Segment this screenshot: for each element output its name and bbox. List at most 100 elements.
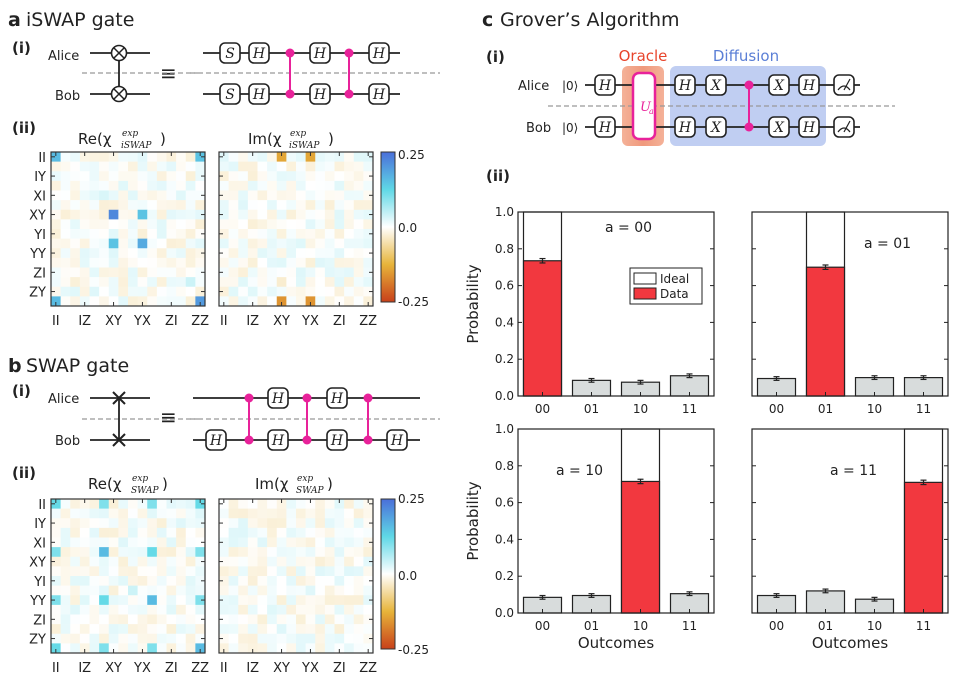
heatmap-cell — [166, 547, 177, 558]
heatmap-xtick-label: IZ — [246, 661, 259, 676]
heatmap-cell — [147, 556, 158, 567]
heatmap-cell — [219, 200, 229, 211]
heatmap-cell — [108, 614, 119, 625]
heatmap-cell — [344, 556, 355, 567]
heatmap-cell — [147, 171, 158, 182]
heatmap-cell — [166, 286, 177, 297]
heatmap-cell — [185, 152, 196, 162]
heatmap-cell — [60, 633, 71, 644]
heatmap-cell — [176, 286, 187, 297]
heatmap-cell — [276, 566, 287, 577]
heatmap-cell — [137, 229, 148, 239]
heatmap-cell — [51, 518, 61, 529]
heatmap-cell — [344, 286, 355, 297]
heatmap-re-swap: II IY XI XY YI YY ZI ZY II IZ XY YX ZI ZZ — [29, 498, 209, 676]
heatmap-cell — [247, 277, 258, 288]
heatmap-cell — [60, 547, 71, 558]
heatmap-cell — [257, 499, 268, 509]
h-gate-label: H — [678, 120, 692, 136]
heatmap-cell — [296, 537, 306, 548]
heatmap-cell — [166, 527, 177, 538]
heatmap-cell — [166, 604, 177, 615]
heatmap-cell — [238, 209, 249, 220]
legend-data-swatch — [633, 287, 657, 300]
heatmap-cell — [238, 190, 249, 201]
heatmap-cell — [296, 643, 306, 654]
heatmap-cell — [185, 286, 196, 297]
heatmap-cell — [344, 248, 355, 259]
heatmap-re-iswap: II IY XI XY YI YY ZI ZY II IZ XY YX ZI ZZ — [29, 151, 209, 329]
heatmap-cell — [79, 257, 90, 268]
heatmap-cell — [89, 296, 100, 307]
heatmap-cell — [156, 248, 167, 259]
heatmap-cell — [363, 277, 374, 288]
heatmap-cell — [257, 585, 268, 596]
heatmap-cell — [305, 537, 316, 548]
heatmap-cell — [344, 518, 355, 529]
heatmap-cell — [137, 296, 148, 307]
heatmap-cell — [305, 614, 316, 625]
heatmap-cell — [70, 547, 81, 558]
heatmap-cell — [147, 633, 158, 644]
heatmap-cell — [79, 585, 90, 596]
heatmap-cell — [166, 585, 177, 596]
heatmap-cell — [176, 248, 187, 259]
colorbar-a-bottom: -0.25 — [398, 295, 429, 309]
heatmap-cell — [118, 576, 129, 586]
h-gate-box — [594, 74, 616, 96]
heatmap-cell — [176, 614, 187, 625]
heatmap-cell — [137, 171, 148, 182]
heatmap-cell — [353, 200, 364, 211]
heatmap-cell — [315, 643, 326, 654]
y-tick-label: 0.6 — [495, 496, 514, 510]
heatmap-cell — [99, 238, 110, 249]
heatmap-cell — [315, 229, 326, 239]
heatmap-cell — [257, 200, 268, 211]
heatmap-cell — [137, 527, 148, 538]
heatmap-cell — [267, 614, 278, 625]
heatmap-cell — [286, 595, 297, 606]
heatmap-cell — [176, 238, 187, 249]
heatmap-cell — [238, 248, 249, 259]
heatmap-cell — [363, 566, 374, 577]
heatmap-cell — [305, 566, 316, 577]
heatmap-cell — [296, 200, 306, 211]
heatmap-cell — [195, 604, 206, 615]
heatmap-cell — [166, 219, 177, 230]
heatmap-cell — [267, 209, 278, 220]
heatmap-cell — [166, 576, 177, 586]
heatmap-cell — [195, 624, 206, 635]
heatmap-cell — [276, 643, 287, 654]
heatmap-cell — [60, 161, 71, 172]
heatmap-cell — [353, 296, 364, 307]
heatmap-cell — [305, 595, 316, 606]
heatmap-cell — [363, 624, 374, 635]
heatmap-cell — [118, 527, 129, 538]
heatmap-cell — [147, 527, 158, 538]
heatmap-cell — [60, 152, 71, 162]
heatmap-cell — [324, 633, 335, 644]
heatmap-xtick-label: ZI — [165, 314, 178, 329]
heatmap-cell — [108, 508, 119, 519]
h-gate-label: H — [598, 78, 612, 94]
bar-annotation: a = 01 — [864, 236, 911, 252]
y-tick-label: 1.0 — [495, 205, 514, 219]
heatmap-cell — [296, 152, 306, 162]
heatmap-cell — [89, 257, 100, 268]
heatmap-cell — [70, 566, 81, 577]
heatmap-cell — [176, 556, 187, 567]
heatmap-cell — [60, 643, 71, 654]
heatmap-cell — [51, 537, 61, 548]
heatmap-cell — [195, 296, 206, 307]
heatmap-cell — [247, 219, 258, 230]
heatmap-cell — [324, 518, 335, 529]
heatmap-cell — [89, 200, 100, 211]
heatmap-ytick-label: ZY — [29, 286, 46, 301]
bar-chart-a10: 00 01 10 11 0.0 0.2 0.4 0.6 0.8 1.0 Probability Out… — [464, 422, 715, 652]
heatmap-cell — [363, 190, 374, 201]
heatmap-cell — [79, 190, 90, 201]
heatmap-cell — [219, 624, 229, 635]
heatmap-cell — [51, 200, 61, 211]
heatmap-xtick-label: YX — [301, 314, 319, 329]
heatmap-cell — [296, 286, 306, 297]
